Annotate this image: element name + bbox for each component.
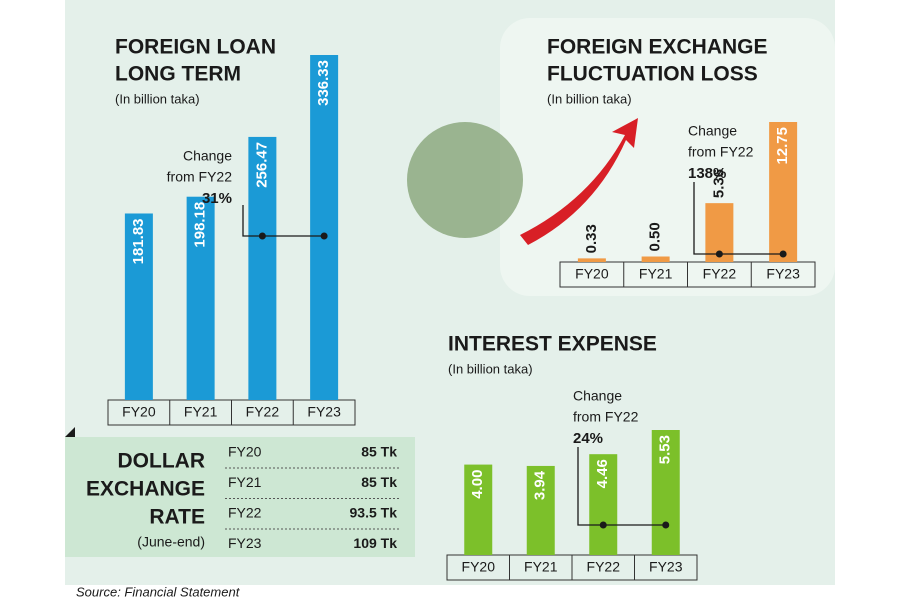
data-label: 181.83	[130, 218, 147, 264]
table-cell: 85 Tk	[361, 444, 397, 460]
table-title: EXCHANGE	[86, 478, 205, 501]
table-cell: FY22	[228, 505, 262, 521]
data-label: 336.33	[315, 60, 332, 106]
data-label: 12.75	[774, 127, 791, 165]
globe	[407, 122, 523, 238]
annotation: from FY22	[573, 409, 639, 425]
source: Source: Financial Statement	[76, 584, 241, 599]
bar	[641, 256, 670, 262]
x-tick-label: FY21	[184, 404, 218, 420]
chart-subtitle: (In billion taka)	[115, 91, 200, 106]
annotation: from FY22	[167, 169, 233, 185]
data-label: 256.47	[253, 142, 270, 188]
table-title: DOLLAR	[118, 450, 206, 473]
bar	[577, 258, 606, 262]
chart-title: FOREIGN EXCHANGE	[547, 36, 768, 59]
annotation: 138%	[688, 165, 726, 182]
corner	[65, 427, 75, 437]
table-panel	[65, 437, 415, 557]
annotation: 24%	[573, 430, 603, 447]
data-label: 4.00	[469, 470, 486, 499]
table-cell: FY20	[228, 444, 262, 460]
bar	[589, 454, 618, 555]
data-label: 3.94	[532, 470, 549, 500]
table-cell: 93.5 Tk	[350, 505, 398, 521]
bar	[464, 464, 493, 555]
data-label: 198.18	[192, 202, 209, 248]
table-title: RATE	[149, 506, 205, 529]
bar	[186, 196, 215, 400]
table-cell: FY23	[228, 535, 262, 551]
data-label: 5.36	[710, 169, 727, 198]
x-tick-label: FY22	[703, 266, 737, 282]
bar	[526, 465, 555, 555]
x-tick-label: FY22	[587, 559, 621, 575]
chart-title: FOREIGN LOAN	[115, 36, 276, 59]
annotation: Change	[573, 388, 622, 404]
bracket-dot	[715, 250, 723, 258]
bracket-dot	[779, 250, 787, 258]
x-tick-label: FY21	[524, 559, 558, 575]
bracket-dot	[662, 521, 670, 529]
data-label: 0.33	[583, 224, 600, 253]
table-cell: 109 Tk	[353, 535, 397, 551]
bracket	[693, 182, 784, 255]
bracket-dot	[320, 232, 328, 240]
bracket-dot	[599, 521, 607, 529]
annotation: from FY22	[688, 144, 754, 160]
annotation: Change	[688, 123, 737, 139]
x-tick-label: FY23	[307, 404, 341, 420]
bar	[124, 213, 153, 400]
annotation: Change	[183, 148, 232, 164]
data-label: 0.50	[647, 222, 664, 251]
arrow	[520, 118, 638, 245]
x-tick-label: FY23	[766, 266, 800, 282]
x-tick-label: FY20	[122, 404, 156, 420]
bar	[769, 122, 798, 262]
bar	[310, 55, 339, 400]
data-label: 5.53	[657, 435, 674, 464]
x-tick-label: FY21	[639, 266, 673, 282]
chart-title: LONG TERM	[115, 63, 241, 86]
x-tick-label: FY23	[649, 559, 683, 575]
table-cell: 85 Tk	[361, 474, 397, 490]
table-cell: FY21	[228, 474, 262, 490]
bar	[651, 430, 680, 555]
bracket	[577, 447, 666, 526]
chart-title: FLUCTUATION LOSS	[547, 63, 758, 86]
annotation: 31%	[202, 190, 232, 207]
x-tick-label: FY20	[462, 559, 496, 575]
bar	[248, 136, 277, 401]
x-tick-label: FY20	[575, 266, 609, 282]
bracket	[242, 205, 325, 237]
x-tick-label: FY22	[246, 404, 280, 420]
data-label: 4.46	[594, 459, 611, 488]
panel	[500, 18, 835, 296]
chart-subtitle: (In billion taka)	[547, 91, 632, 106]
chart-subtitle: (In billion taka)	[448, 361, 533, 376]
chart-title: INTEREST EXPENSE	[448, 333, 657, 356]
bracket-dot	[258, 232, 266, 240]
table-note: (June-end)	[137, 534, 205, 550]
